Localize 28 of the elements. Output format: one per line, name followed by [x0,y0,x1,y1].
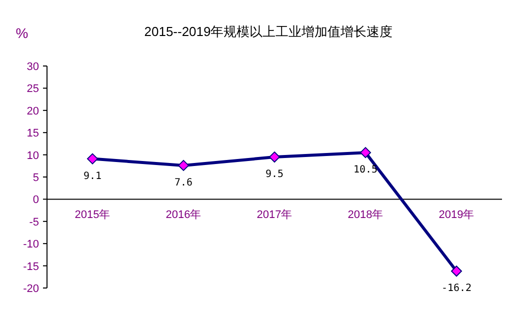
y-tick-label: 5 [32,172,39,184]
x-tick-label: 2019年 [438,209,474,222]
point [360,147,371,158]
y-tick-label: 20 [26,105,39,118]
point [87,153,98,164]
y-tick-label: 30 [26,61,39,73]
y-tick-label: -5 [29,216,39,228]
x-tick-label: 2015年 [74,209,110,222]
y-tick-label: 0 [32,194,39,206]
y-tick-label: 10 [26,150,39,162]
x-tick-label: 2016年 [166,209,202,222]
point [178,160,189,171]
chart-title: 2015--2019年规模以上工业增加值增长速度 [144,24,393,39]
data-label: 9.1 [83,170,102,182]
data-label: 7.6 [174,177,193,188]
data-label: 9.5 [265,169,284,180]
y-axis-title: % [16,25,28,41]
y-tick-label: -15 [23,260,39,273]
point [451,266,462,277]
point [269,152,280,163]
y-tick-label: 25 [26,83,39,96]
y-tick-label: -10 [23,238,39,251]
data-label: -16.2 [441,283,472,294]
y-tick-label: 15 [26,128,39,140]
x-tick-label: 2017年 [256,209,292,222]
x-tick-label: 2018年 [348,209,384,222]
y-tick-label: -20 [23,283,39,295]
data-label: 10.5 [353,164,378,176]
